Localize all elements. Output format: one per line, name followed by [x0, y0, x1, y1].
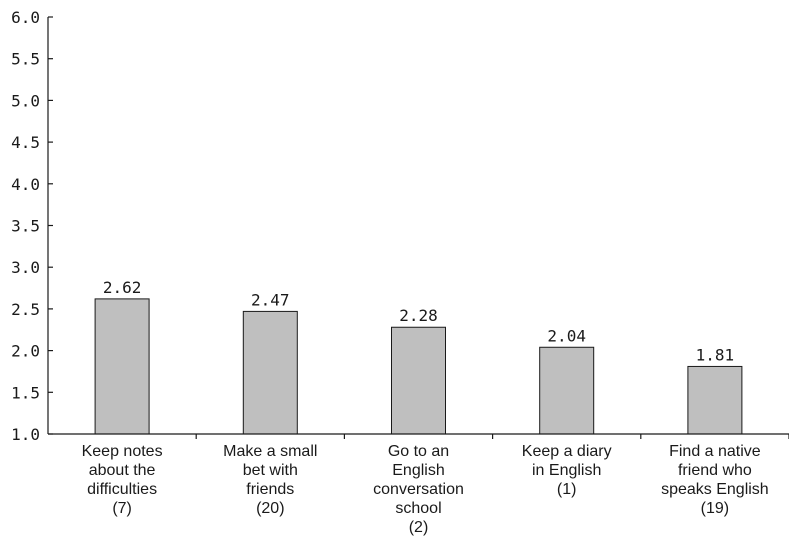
category-label: Make a small bet with friends (20) — [223, 443, 317, 517]
y-tick-label: 4.0 — [11, 175, 40, 194]
bar — [391, 326, 446, 435]
data-labels: 2.62 2.47 2.28 2.04 1.81 — [103, 278, 734, 365]
category-label-line: bet with — [243, 462, 298, 479]
data-label: 1.81 — [696, 345, 735, 364]
category-label: Find a native friend who speaks English (19… — [661, 443, 769, 517]
y-tick-label: 2.0 — [11, 342, 40, 361]
bar — [94, 298, 150, 435]
x-axis-ticks — [195, 434, 789, 439]
category-label-line: about the — [89, 462, 156, 479]
y-tick-label: 1.0 — [11, 425, 40, 444]
y-tick-label: 5.0 — [11, 91, 40, 110]
y-axis-ticks: 1.0 1.5 2.0 2.5 3.0 3.5 4.0 4.5 5.0 5.5 6.0 — [11, 8, 53, 444]
category-label-line: Make a small — [223, 443, 317, 460]
category-label: Go to an English conversation school (2) — [373, 443, 464, 536]
category-label: Keep notes about the difficulties (7) — [82, 443, 163, 517]
category-label-line: speaks English — [661, 481, 769, 498]
category-label-line: friend who — [678, 462, 752, 479]
data-label: 2.28 — [399, 306, 438, 325]
y-tick-label: 4.5 — [11, 133, 40, 152]
y-tick-label: 1.5 — [11, 383, 40, 402]
category-label-line: in English — [532, 462, 601, 479]
category-label-line: Go to an — [388, 443, 449, 460]
bar — [687, 365, 743, 435]
category-label-line: Keep a diary — [522, 443, 612, 460]
category-label-line: (2) — [409, 519, 429, 536]
bar — [539, 346, 595, 435]
category-label-line: (7) — [112, 500, 132, 517]
category-label-line: difficulties — [87, 481, 157, 498]
y-tick-label: 2.5 — [11, 300, 40, 319]
category-label-line: Find a native — [669, 443, 761, 460]
category-label-line: conversation — [373, 481, 464, 498]
y-tick-label: 6.0 — [11, 8, 40, 27]
y-tick-label: 3.0 — [11, 258, 40, 277]
category-label-line: school — [395, 500, 441, 517]
category-label: Keep a diary in English (1) — [522, 443, 612, 498]
data-label: 2.62 — [103, 278, 142, 297]
y-tick-label: 5.5 — [11, 50, 40, 69]
data-label: 2.47 — [251, 290, 290, 309]
y-tick-label: 3.5 — [11, 217, 40, 236]
category-label-line: (1) — [557, 481, 577, 498]
bar — [242, 310, 298, 435]
category-labels: Keep notes about the difficulties (7) Make a… — [82, 443, 769, 536]
bars — [94, 298, 743, 435]
category-label-line: Keep notes — [82, 443, 163, 460]
data-label: 2.04 — [547, 326, 586, 345]
category-label-line: (19) — [701, 500, 729, 517]
category-label-line: (20) — [256, 500, 284, 517]
category-label-line: friends — [246, 481, 294, 498]
category-label-line: English — [392, 462, 444, 479]
